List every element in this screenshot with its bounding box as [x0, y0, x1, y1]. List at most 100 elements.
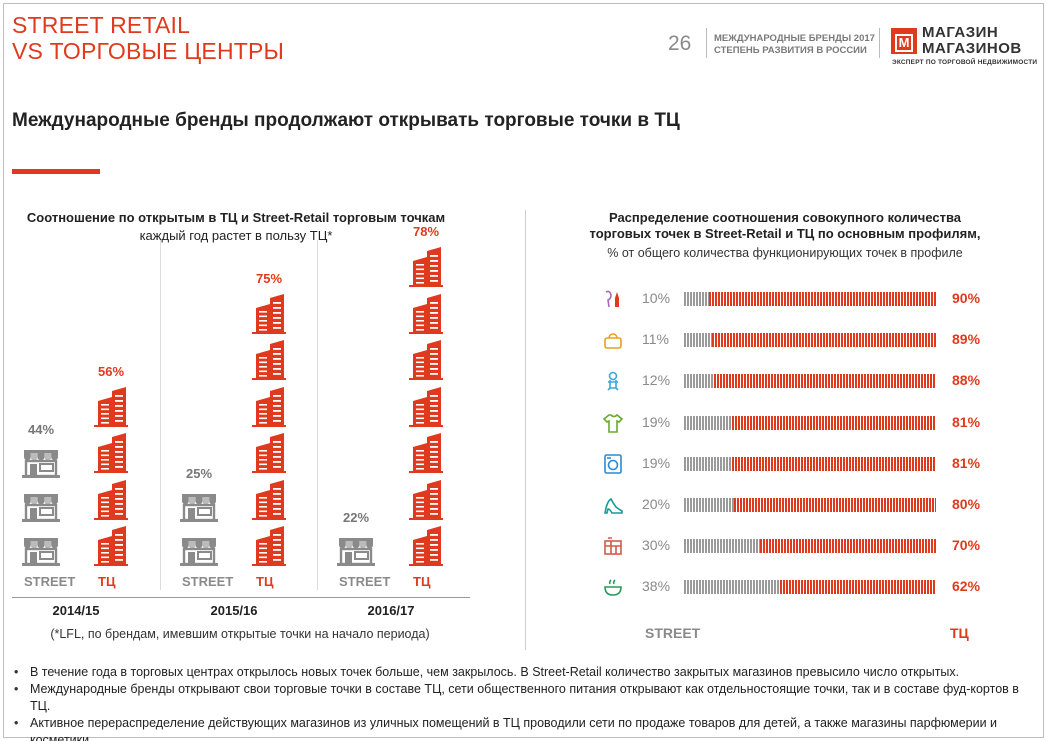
street-bar: [684, 333, 712, 348]
mall-building-icon: [252, 340, 286, 380]
right-legend-tc: ТЦ: [950, 625, 969, 641]
tc-pct-label: 75%: [255, 270, 283, 286]
mall-building-icon: [409, 340, 443, 380]
street-bar: [684, 498, 735, 512]
tc-bar: [779, 580, 936, 595]
left-chart-subtitle: каждый год растет в пользу ТЦ*: [139, 228, 333, 243]
mall-building-icon: [409, 247, 443, 287]
tc-bar: [759, 539, 936, 554]
report-name-line2: СТЕПЕНЬ РАЗВИТИЯ В РОССИИ: [714, 45, 867, 56]
mall-building-icon: [94, 479, 128, 520]
tc-bar: [734, 498, 936, 512]
profile-row: 10% 90%: [598, 286, 998, 312]
profile-row: 12% 88%: [598, 368, 998, 394]
tc-bar: [709, 292, 936, 306]
shoe-icon: [604, 497, 623, 514]
bullet-item: В течение года в торговых центрах открыл…: [12, 664, 1032, 681]
street-shop-icon: [22, 494, 60, 522]
tc-share-label: 81%: [952, 454, 981, 471]
tc-share-label: 90%: [952, 290, 981, 306]
mall-building-icon: [252, 526, 286, 566]
logo-tagline: ЭКСПЕРТ ПО ТОРГОВОЙ НЕДВИЖИМОСТИ: [892, 59, 1038, 66]
year-label: 2016/17: [367, 603, 415, 618]
right-chart-title: Распределение соотношения совокупного ко…: [560, 210, 1010, 242]
mall-building-icon: [252, 433, 286, 473]
mall-building-icon: [409, 386, 443, 427]
year-label: 2015/16: [210, 603, 258, 618]
street-axis-label: STREET: [24, 574, 76, 589]
section-title: STREET RETAIL VS ТОРГОВЫЕ ЦЕНТРЫ: [12, 12, 284, 64]
cosmetics-icon: [605, 290, 619, 308]
tc-axis-label: ТЦ: [98, 574, 116, 589]
logo-text: МАГАЗИН МАГАЗИНОВ: [922, 25, 1022, 57]
tc-bar: [714, 374, 936, 389]
street-bar: [684, 539, 760, 554]
logo-letter: М: [895, 34, 913, 52]
street-pct-label: 22%: [342, 510, 370, 525]
street-pct-label: 25%: [185, 466, 213, 481]
tc-pct-label: 56%: [97, 363, 125, 379]
header-divider: [706, 28, 707, 58]
street-share-label: 10%: [642, 290, 671, 306]
section-divider: [525, 210, 526, 650]
bullet-list: В течение года в торговых центрах открыл…: [12, 664, 1032, 741]
report-name-line1: МЕЖДУНАРОДНЫЕ БРЕНДЫ 2017: [714, 33, 875, 44]
column-divider: [160, 240, 161, 590]
street-shop-icon: [22, 450, 60, 478]
tc-share-label: 70%: [952, 537, 981, 554]
logo-line2: МАГАЗИНОВ: [922, 40, 1022, 57]
street-pct-label: 44%: [27, 422, 55, 437]
mall-building-icon: [94, 386, 128, 427]
report-name: МЕЖДУНАРОДНЫЕ БРЕНДЫ 2017 СТЕПЕНЬ РАЗВИТ…: [714, 33, 875, 57]
page-headline: Международные бренды продолжают открыват…: [12, 110, 680, 131]
mall-building-icon: [94, 526, 128, 566]
profile-row: 20% 80%: [598, 492, 998, 518]
food-icon: [604, 579, 622, 597]
logo-mark: М: [891, 28, 917, 54]
mall-building-icon: [409, 479, 443, 520]
right-legend-street: STREET: [645, 625, 701, 641]
footnote: (*LFL, по брендам, имевшим открытые точк…: [50, 627, 430, 641]
tc-axis-label: ТЦ: [413, 574, 431, 589]
profile-row: 11% 89%: [598, 327, 998, 353]
tc-axis-label: ТЦ: [256, 574, 274, 589]
street-share-label: 19%: [642, 413, 671, 430]
profile-row: 19% 81%: [598, 410, 998, 436]
column-divider: [317, 240, 318, 590]
street-bar: [684, 415, 732, 430]
street-share-label: 12%: [642, 372, 671, 389]
home-icon: [604, 537, 622, 555]
logo-line1: МАГАЗИН: [922, 24, 999, 41]
tc-bar: [731, 456, 936, 471]
street-axis-label: STREET: [339, 574, 391, 589]
mall-building-icon: [94, 433, 128, 473]
appliance-icon: [604, 453, 622, 474]
street-share-label: 11%: [642, 331, 669, 348]
street-share-label: 19%: [642, 454, 671, 471]
bullet-item: Международные бренды открывают свои торг…: [12, 681, 1032, 715]
right-chart-title-line1: Распределение соотношения совокупного ко…: [608, 210, 962, 225]
header-divider: [879, 28, 880, 58]
street-shop-icon: [337, 538, 375, 566]
mall-building-icon: [252, 386, 286, 427]
tc-pct-label: 78%: [412, 224, 440, 239]
mall-building-icon: [409, 433, 443, 473]
street-axis-label: STREET: [182, 574, 234, 589]
street-bar: [684, 292, 710, 306]
accent-line: [12, 169, 100, 174]
section-title-line2: VS ТОРГОВЫЕ ЦЕНТРЫ: [12, 38, 285, 64]
tc-bar: [711, 333, 936, 348]
right-chart-subtitle: % от общего количества функционирующих т…: [607, 246, 963, 260]
street-bar: [684, 374, 715, 389]
mall-building-icon: [252, 293, 286, 334]
mall-building-icon: [252, 479, 286, 520]
profile-row: 19% 81%: [598, 451, 998, 477]
street-bar: [684, 456, 732, 471]
street-share-label: 30%: [642, 537, 671, 554]
tc-share-label: 88%: [952, 372, 981, 389]
kids-icon: [607, 372, 619, 391]
clothing-icon: [602, 413, 624, 433]
street-shop-icon: [22, 538, 60, 566]
bag-icon: [604, 333, 622, 349]
street-shop-icon: [180, 538, 218, 566]
